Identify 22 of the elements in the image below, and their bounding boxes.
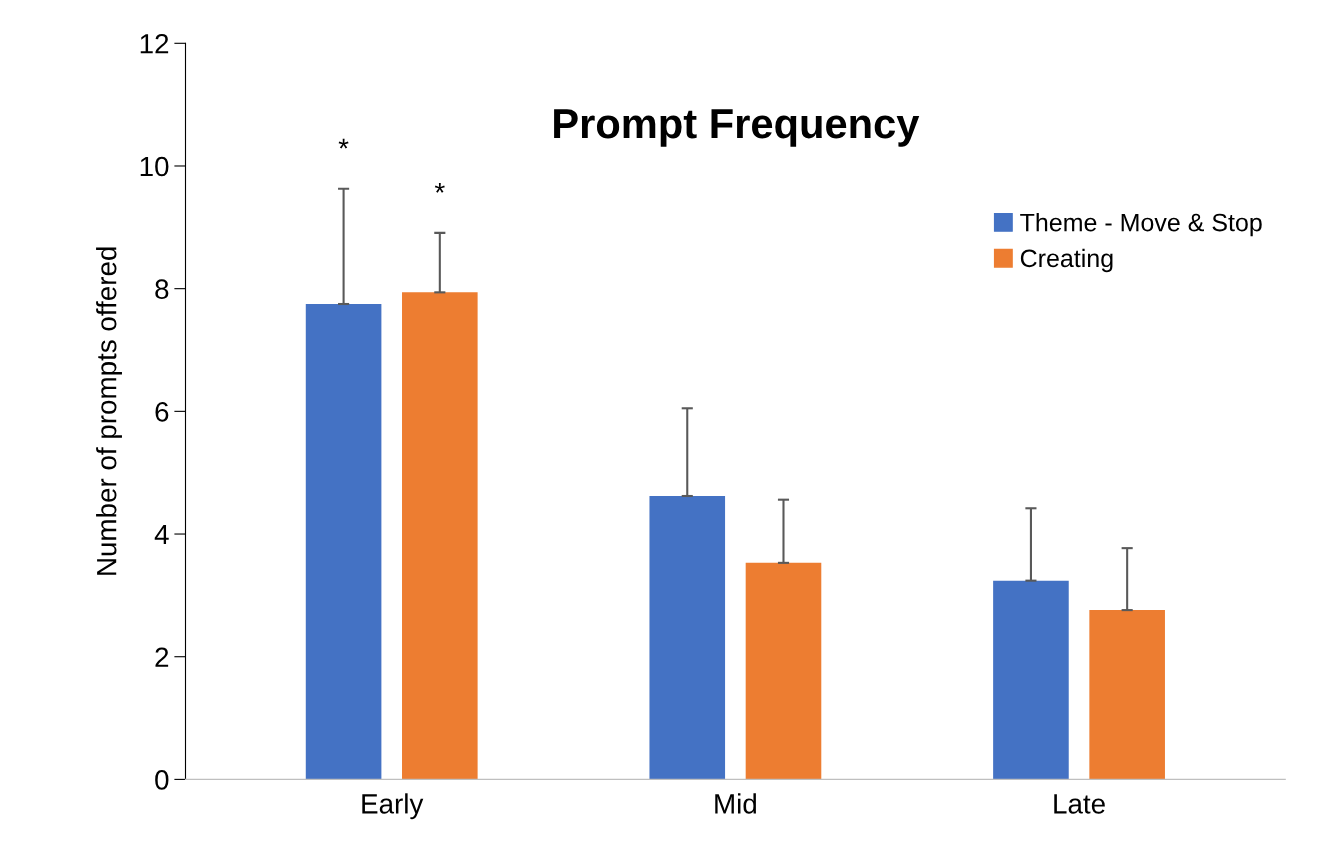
y-tick-label: 0 [155,770,169,790]
y-tick-label: 10 [140,156,169,177]
bar [402,292,478,780]
y-tick-label: 8 [155,279,169,300]
text: Prompt Frequency [554,109,920,147]
annotation: * [434,182,445,193]
x-tick-label: Mid [715,793,756,814]
y-tick-label: 12 [140,33,169,54]
bar [649,496,726,780]
bar [1089,610,1165,780]
bar [305,304,382,780]
x-tick-label: Late [1054,794,1105,814]
x-tick-label: Early [362,793,424,820]
y-axis-title: Number of prompts offered [96,247,122,575]
legend-label: Creating [1020,248,1113,273]
y-tick-label: 4 [154,524,169,545]
annotation: * [338,138,349,149]
bar [993,580,1069,780]
y-tick-label: 2 [155,647,169,667]
y-tick-label: 6 [155,402,169,422]
legend-label: Theme - Move & Stop [1020,213,1262,237]
bar [745,562,822,780]
